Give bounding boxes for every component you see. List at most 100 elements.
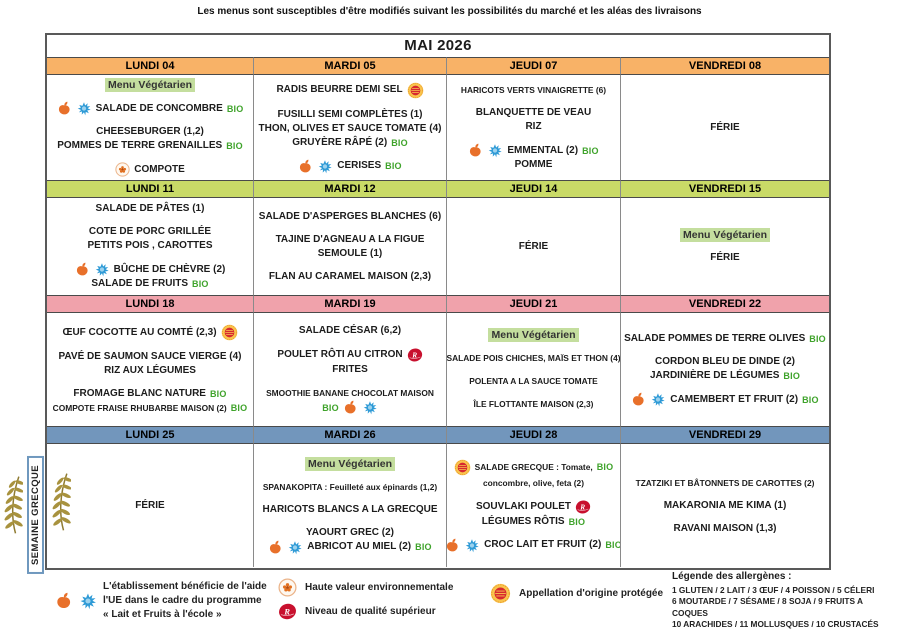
- menu-cell: SALADE DE PÂTES (1) COTE DE PORC GRILLÉE P…: [47, 198, 254, 295]
- aop-label: Appellation d'origine protégée: [519, 588, 664, 599]
- veg-menu-highlight: Menu Végétarien: [488, 328, 579, 342]
- menu-item-text: BLANQUETTE DE VEAU: [475, 107, 592, 118]
- menu-item-text: POULET RÔTI AU CITRON: [277, 349, 403, 360]
- menu-item: BÛCHE DE CHÈVRE (2): [75, 262, 225, 277]
- menu-item-text: CHEESEBURGER (1,2): [96, 126, 204, 137]
- label-rouge-icon: R: [278, 602, 297, 621]
- menu-item: SPANAKOPITA : Feuilleté aux épinards (1,…: [263, 480, 437, 494]
- menu-item: YAOURT GREC (2): [306, 526, 394, 540]
- menu-item: CERISES BIO: [298, 159, 402, 174]
- menu-item: FLAN AU CARAMEL MAISON (2,3): [269, 270, 431, 284]
- label-rouge-label: Niveau de qualité supérieur: [305, 606, 436, 617]
- label-rouge-legend: R Niveau de qualité supérieur: [278, 602, 436, 621]
- day-header: MARDI 26: [254, 426, 447, 444]
- day-header: JEUDI 28: [447, 426, 621, 444]
- eu-program-line: l'UE dans le cadre du programme: [103, 595, 262, 606]
- menu-item-text: FÉRIE: [710, 252, 740, 263]
- menu-item: RAVANI MAISON (1,3): [674, 522, 777, 536]
- day-header: LUNDI 04: [47, 57, 254, 75]
- label-rouge-icon: R: [575, 499, 591, 515]
- menu-item-text: ÎLE FLOTTANTE MAISON (2,3): [473, 399, 594, 409]
- menu-item: FROMAGE BLANC NATURE BIO: [73, 387, 226, 401]
- menu-item-text: SALADE CÉSAR (6,2): [298, 325, 402, 336]
- eu-program-legend: L'établissement bénéficie de l'aide l'UE…: [55, 580, 267, 622]
- svg-text:R: R: [283, 607, 290, 617]
- menu-item-text: CERISES: [337, 160, 382, 171]
- menu-item: BIO: [322, 400, 378, 415]
- menu-item-text: RADIS BEURRE DEMI SEL: [276, 84, 403, 95]
- menu-item-text: ABRICOT AU MIEL (2): [307, 541, 412, 552]
- menu-item: COTE DE PORC GRILLÉE: [89, 225, 211, 239]
- menu-item: PAVÉ DE SAUMON SAUCE VIERGE (4): [59, 350, 242, 364]
- menu-item-text: RIZ AUX LÉGUMES: [104, 365, 196, 376]
- menu-item-text: FÉRIE: [710, 121, 740, 133]
- menu-item-text: EMMENTAL (2): [507, 144, 579, 156]
- menu-cell: FÉRIE: [621, 75, 829, 180]
- hve-icon: [115, 162, 130, 177]
- menu-item-text: ŒUF COCOTTE AU COMTÉ (2,3): [62, 326, 217, 338]
- menu-item-text: LÉGUMES RÔTIS: [481, 515, 565, 527]
- menu-item: THON, OLIVES ET SAUCE TOMATE (4): [259, 122, 442, 136]
- veg-menu-highlight: Menu Végétarien: [104, 78, 196, 92]
- month-title: MAI 2026: [404, 37, 472, 54]
- menu-item: GRUYÈRE RÂPÉ (2) BIO: [292, 136, 408, 150]
- aop-icon: [454, 459, 471, 476]
- eu-program-line: « Lait et Fruits à l'école »: [103, 609, 222, 620]
- veg-menu-label: Menu Végétarien: [104, 78, 196, 92]
- legend-footer: L'établissement bénéficie de l'aide l'UE…: [0, 570, 899, 636]
- bio-badge: BIO: [391, 137, 408, 148]
- menu-item: FÉRIE: [135, 499, 164, 513]
- menu-item-text: TAJINE D'AGNEAU A LA FIGUE: [275, 233, 425, 245]
- bio-badge: BIO: [415, 542, 432, 552]
- allergens-legend: Légende des allergènes : 1 GLUTEN / 2 LA…: [672, 571, 899, 631]
- day-header: JEUDI 07: [447, 57, 621, 75]
- bio-badge: BIO: [385, 161, 402, 171]
- bio-badge: BIO: [568, 516, 586, 527]
- fruit-icon: [57, 101, 72, 116]
- menu-item-text: YAOURT GREC (2): [306, 526, 394, 538]
- menu-item-text: SALADE POMMES DE TERRE OLIVES: [624, 333, 806, 344]
- menu-item: LÉGUMES RÔTIS BIO: [482, 515, 585, 529]
- menu-item: SALADE GRECQUE : Tomate, BIO: [454, 459, 614, 476]
- menu-item: MAKARONIA ME KIMA (1): [664, 499, 787, 513]
- disclaimer-text: Les menus sont susceptibles d'être modif…: [197, 6, 702, 17]
- menu-item-text: SALADE GRECQUE : Tomate,: [474, 462, 593, 472]
- laurel-branch-icon: [3, 474, 25, 541]
- menu-item: CROC LAIT ET FRUIT (2) BIO: [447, 538, 621, 553]
- menu-item: TZATZIKI ET BÂTONNETS DE CAROTTES (2): [636, 476, 815, 490]
- greek-week-label: SEMAINE GRECQUE: [27, 456, 44, 574]
- menu-item-text: SOUVLAKI POULET: [475, 500, 571, 512]
- veg-menu-highlight: Menu Végétarien: [679, 228, 771, 242]
- milk-icon: [487, 143, 503, 158]
- menu-item: COMPOTE: [115, 162, 185, 177]
- menu-cell: ŒUF COCOTTE AU COMTÉ (2,3) PAVÉ DE SAUMON…: [47, 313, 254, 426]
- menu-item-text: SALADE D'ASPERGES BLANCHES (6): [258, 210, 442, 222]
- menu-item: HARICOTS VERTS VINAIGRETTE (6): [461, 83, 606, 97]
- bio-badge: BIO: [802, 394, 819, 405]
- menu-item: HARICOTS BLANCS A LA GRECQUE: [263, 503, 438, 517]
- menu-item-text: SALADE DE CONCOMBRE: [95, 102, 223, 114]
- menu-item-text: SEMOULE (1): [317, 247, 383, 259]
- menu-item-text: FUSILLI SEMI COMPLÈTES (1): [277, 108, 423, 120]
- menu-item: EMMENTAL (2) BIO: [468, 143, 598, 158]
- menu-item: CHEESEBURGER (1,2): [96, 125, 204, 139]
- allergens-line: 10 ARACHIDES / 11 MOLLUSQUES / 10 CRUSTA…: [672, 619, 879, 629]
- menu-item: SALADE DE CONCOMBRE BIO: [57, 101, 244, 116]
- menu-cell: SALADE POMMES DE TERRE OLIVES BIO CORDON B…: [621, 313, 829, 426]
- menu-item-text: SALADE DE FRUITS: [91, 278, 189, 289]
- menu-item-text: SPANAKOPITA : Feuilleté aux épinards (1,…: [262, 481, 438, 492]
- menu-item: JARDINIÈRE DE LÉGUMES BIO: [650, 369, 800, 383]
- fruit-icon: [447, 538, 460, 553]
- menu-item-text: CAMEMBERT ET FRUIT (2): [670, 393, 799, 405]
- menu-cell: SALADE D'ASPERGES BLANCHES (6) TAJINE D'A…: [254, 198, 447, 295]
- menu-item-text: RIZ: [525, 121, 542, 132]
- bio-badge: BIO: [783, 371, 801, 381]
- menu-item: SALADE DE PÂTES (1): [96, 202, 205, 216]
- eu-program-text: L'établissement bénéficie de l'aide l'UE…: [103, 580, 267, 622]
- menu-item: RIZ AUX LÉGUMES: [104, 364, 196, 378]
- day-header: LUNDI 25: [47, 426, 254, 444]
- day-header: JEUDI 14: [447, 180, 621, 198]
- menu-item: SEMOULE (1): [318, 247, 382, 261]
- menu-item-text: POLENTA A LA SAUCE TOMATE: [469, 376, 598, 386]
- bio-badge: BIO: [605, 540, 621, 550]
